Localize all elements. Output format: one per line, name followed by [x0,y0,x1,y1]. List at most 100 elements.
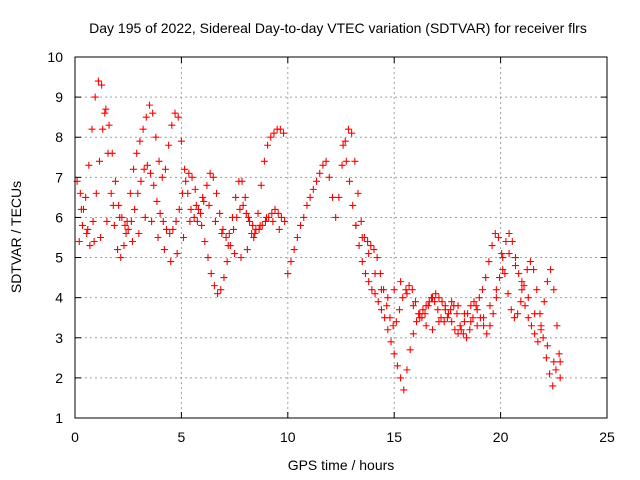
series-track-f [352,221,564,382]
data-point [368,286,376,294]
data-point [322,157,330,165]
data-point [147,169,155,177]
data-point [219,225,227,233]
data-point [438,298,446,306]
data-point [160,246,168,254]
data-point [175,205,183,213]
data-point [454,330,462,338]
data-point [102,105,110,113]
data-point [173,250,181,258]
x-tick-label: 25 [599,429,615,445]
data-point [123,217,131,225]
data-point [383,302,391,310]
data-points [73,77,564,394]
data-point [177,137,185,145]
data-point [89,217,97,225]
data-point [130,165,138,173]
data-point [357,217,365,225]
data-point [365,250,373,258]
data-point [261,217,269,225]
data-point [300,213,308,221]
data-point [543,342,551,350]
data-point [264,141,272,149]
data-point [205,201,213,209]
data-point [351,157,359,165]
data-point [480,314,488,322]
data-point [319,161,327,169]
data-point [332,213,340,221]
data-point [339,141,347,149]
data-point [553,322,561,330]
data-point [276,125,284,133]
data-point [371,290,379,298]
data-point [354,189,362,197]
x-axis-title: GPS time / hours [288,457,395,473]
data-point [346,177,354,185]
data-point [254,209,262,217]
data-point [479,286,487,294]
data-point [489,310,497,318]
data-point [480,322,488,330]
data-point [220,274,228,282]
data-point [521,302,529,310]
data-point [231,250,239,258]
data-point [556,374,564,382]
data-point [75,238,83,246]
data-point [524,294,532,302]
data-point [361,270,369,278]
data-point [406,346,414,354]
data-point [77,205,85,213]
data-point [370,246,378,254]
data-point [193,217,201,225]
data-point [400,386,408,394]
data-point [148,217,156,225]
data-point [377,286,385,294]
data-point [358,258,366,266]
data-point [141,213,149,221]
data-point [403,290,411,298]
data-point [358,234,366,241]
data-point [297,221,305,229]
data-point [191,185,199,193]
data-point [270,129,278,137]
y-tick-label: 10 [47,49,63,65]
data-point [352,221,360,229]
grid [75,57,607,418]
data-point [88,125,96,133]
y-tick-label: 5 [55,250,63,266]
data-point [281,217,289,225]
data-point [121,221,129,229]
data-point [203,181,211,189]
data-point [491,229,499,237]
data-point [145,101,153,109]
data-point [192,201,200,209]
data-point [456,322,464,330]
series-track-a [73,105,289,298]
data-point [267,133,275,141]
data-point [116,213,124,221]
data-point [494,234,502,241]
data-point [124,225,132,233]
data-point [409,330,417,338]
data-point [201,238,209,246]
data-point [280,129,288,137]
data-point [214,290,222,298]
data-point [82,193,90,201]
data-point [531,310,539,318]
data-point [84,225,92,233]
data-point [393,362,401,370]
data-point [228,213,236,221]
data-point [91,93,99,101]
data-point [154,234,162,241]
data-point [90,238,98,246]
data-point [384,294,392,302]
data-point [381,314,389,322]
data-point [275,225,283,233]
data-point [165,141,173,149]
data-point [349,201,357,209]
data-point [444,310,452,318]
data-point [250,234,258,241]
data-point [139,125,147,133]
data-point [169,225,177,233]
data-point [467,318,475,326]
